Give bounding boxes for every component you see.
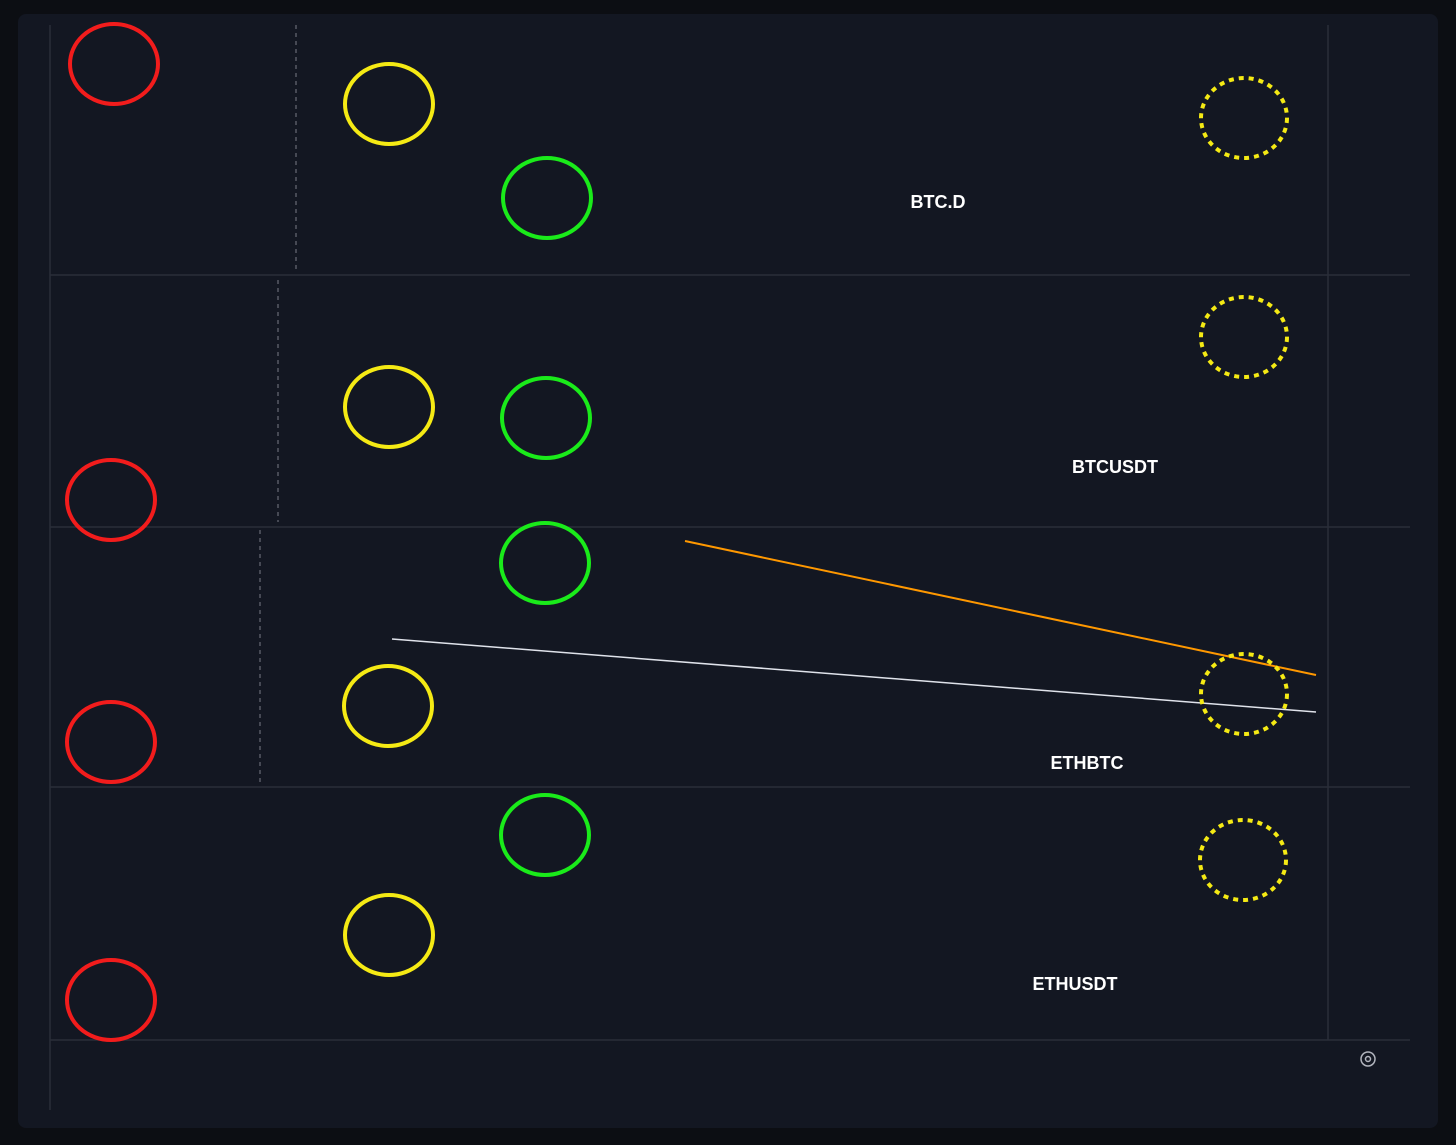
- dotted-circle: [1199, 652, 1289, 736]
- green-circle: [499, 521, 591, 605]
- yellow-circle: [342, 664, 434, 748]
- panel-title: ETHUSDT: [1033, 974, 1118, 994]
- settings-icon[interactable]: [1360, 1051, 1376, 1067]
- dotted-circle: [1199, 295, 1289, 379]
- annotations: BTC.D BTCUSDT ETHBTC ETHUSDT: [65, 22, 1317, 1042]
- green-circle: [500, 376, 592, 460]
- yellow-circle: [343, 893, 435, 977]
- green-circle: [499, 793, 591, 877]
- session-lines: [259, 25, 297, 785]
- settings-button[interactable]: [1360, 1051, 1376, 1067]
- panel-title: BTC.D: [911, 192, 966, 212]
- panel-borders: [49, 25, 1410, 1110]
- panel-title: BTCUSDT: [1072, 457, 1158, 477]
- dotted-circle: [1199, 76, 1289, 160]
- panel-title: ETHBTC: [1051, 753, 1124, 773]
- red-circle: [65, 458, 157, 542]
- trend-line: [391, 638, 1317, 713]
- green-circle: [501, 156, 593, 240]
- red-circle: [65, 958, 157, 1042]
- trend-line: [684, 540, 1317, 676]
- settings-icon-center[interactable]: [1364, 1055, 1372, 1063]
- yellow-circle: [343, 62, 435, 146]
- red-circle: [65, 700, 157, 784]
- dotted-circle: [1198, 818, 1288, 902]
- red-circle: [68, 22, 160, 106]
- yellow-circle: [343, 365, 435, 449]
- chart-background: [18, 14, 1438, 1128]
